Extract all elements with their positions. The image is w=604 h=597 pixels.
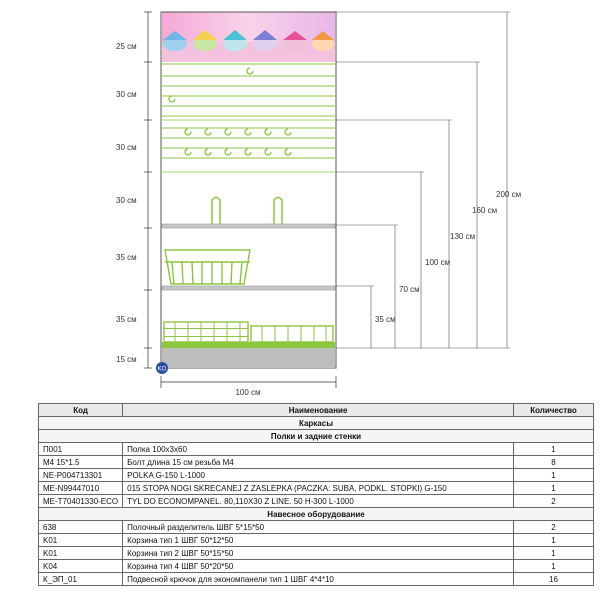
header-qty: Количество (513, 403, 594, 417)
dim-label: 70 см (399, 285, 420, 294)
planogram-diagram: KO 25 см 30 см 30 см 30 см 35 см 35 см 1… (116, 11, 521, 397)
base-plinth (162, 348, 335, 368)
section-title: Полки и задние стенки (38, 429, 594, 443)
section-row-equipment: Навесное оборудование (38, 507, 594, 521)
width-dimension: 100 см (160, 376, 337, 397)
dim-label: 35 см (116, 253, 137, 262)
specification-table: Код Наименование Количество Каркасы Полк… (37, 403, 594, 586)
table-row: 638 Полочный разделитель ШВГ 5*15*50 2 (37, 520, 594, 534)
hooks (168, 67, 292, 156)
shelf-with-dividers (161, 196, 336, 229)
brand-logo: KO (156, 362, 168, 374)
left-dimension-labels: 25 см 30 см 30 см 30 см 35 см 35 см 15 с… (116, 42, 137, 364)
header-name: Наименование (122, 403, 514, 417)
slatwall-panel (162, 62, 335, 172)
section-title: Навесное оборудование (38, 507, 594, 521)
table-row: NE-P004713301 POLKA G-150 L-1000 1 (37, 468, 594, 482)
right-height-dimensions (336, 11, 510, 349)
shelf-divider (211, 196, 221, 224)
basket-type-2 (164, 249, 251, 285)
table-row: ME-N99447010 015 STOPA NOGI SKRECANEJ Z Z… (37, 481, 594, 495)
hook-icon (184, 128, 192, 136)
section-title: Каркасы (38, 416, 594, 430)
table-row: K01 Корзина тип 2 ШВГ 50*15*50 1 (37, 546, 594, 560)
left-dimension-line (144, 11, 152, 369)
dim-label: 100 см (235, 388, 260, 397)
section-row-shelves: Полки и задние стенки (38, 429, 594, 443)
dim-label: 130 см (450, 232, 475, 241)
dim-label: 30 см (116, 196, 137, 205)
dim-label: 200 см (496, 190, 521, 199)
dim-label: 160 см (472, 206, 497, 215)
dim-label: 35 см (375, 315, 396, 324)
dim-label: 100 см (425, 258, 450, 267)
hook-icon (168, 95, 176, 103)
logo-text: KO (158, 367, 167, 373)
table-row: ME-T70401330-ECO TYL DO ECONOMPANEL. 80,1… (37, 494, 594, 508)
top-banner-image (162, 12, 335, 62)
dim-label: 30 см (116, 143, 137, 152)
shelf-unit-drawing: KO 25 см 30 см 30 см 30 см 35 см 35 см 1… (116, 11, 521, 397)
section-row-frames: Каркасы (38, 416, 594, 430)
dim-label: 25 см (116, 42, 137, 51)
table-row: K01 Корзина тип 1 ШВГ 50*12*50 1 (37, 533, 594, 547)
bottom-baskets (162, 321, 335, 368)
dim-label: 30 см (116, 90, 137, 99)
header-code: Код (37, 403, 124, 417)
basket-shelf (161, 249, 336, 291)
shelf-divider (273, 196, 283, 224)
hook-icon (246, 67, 254, 75)
dim-label: 15 см (116, 355, 137, 364)
basket-type-4 (250, 325, 334, 343)
table-header-row: Код Наименование Количество (37, 403, 594, 417)
table-row: М4 15*1.5 Болт длина 15 см резьба М4 8 (37, 455, 594, 469)
table-row: П001 Полка 100х3х60 1 (37, 442, 594, 456)
table-row: K04 Корзина тип 4 ШВГ 50*20*50 1 (37, 559, 594, 573)
right-height-labels: 200 см 160 см 130 см 100 см 70 см 35 см (375, 190, 521, 324)
dim-label: 35 см (116, 315, 137, 324)
table-row: К_ЭП_01 Подвесной крючок для экономпанели… (37, 572, 594, 586)
powder-bowls-illustration (163, 30, 334, 51)
